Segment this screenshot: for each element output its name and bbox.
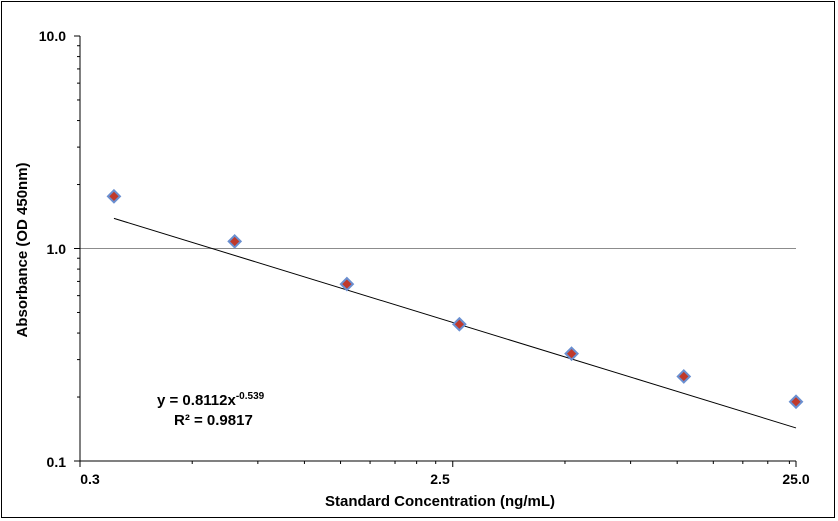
data-point <box>227 233 243 249</box>
x-tick-label-0-3: 0.3 <box>80 471 100 487</box>
data-point <box>788 394 804 410</box>
data-point <box>451 316 467 332</box>
x-tick-label-2-5: 2.5 <box>430 471 450 487</box>
trendline-equation-exponent: -0.539 <box>236 391 265 402</box>
data-point <box>106 188 122 204</box>
axes-layer <box>74 35 797 467</box>
data-point <box>339 276 355 292</box>
r-squared-label: R² = 0.9817 <box>174 412 253 429</box>
data-point <box>564 346 579 362</box>
y-tick-label-10: 10.0 <box>39 28 66 44</box>
points-layer <box>106 188 804 410</box>
x-tick-label-25: 25.0 <box>782 471 809 487</box>
data-point <box>676 369 692 384</box>
trendline-equation: y = 0.8112x-0.539 <box>157 391 265 409</box>
y-tick-label-1: 1.0 <box>47 241 67 257</box>
trendline-equation-main: y = 0.8112x <box>157 392 236 409</box>
y-axis-title: Absorbance (OD 450nm) <box>14 162 31 337</box>
x-axis-title: Standard Concentration (ng/mL) <box>325 493 555 510</box>
y-tick-label-0-1: 0.1 <box>47 454 67 470</box>
